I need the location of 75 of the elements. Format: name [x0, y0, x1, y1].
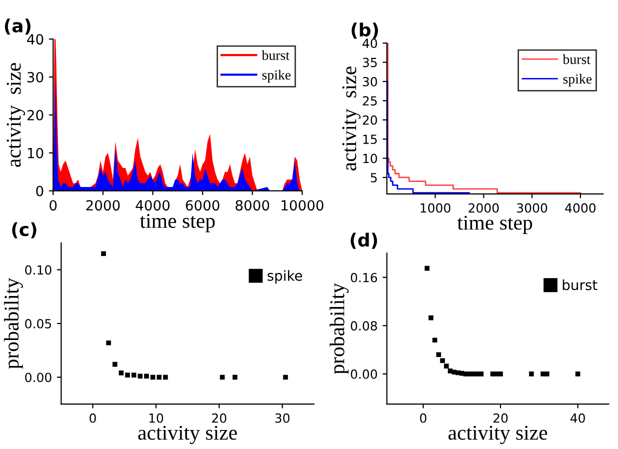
y-tick-label: 20 — [27, 110, 44, 120]
legend-label: spike — [563, 74, 592, 87]
y-axis-title: activity size — [6, 63, 26, 167]
y-axis-title: probability — [4, 278, 23, 369]
point — [163, 374, 168, 380]
y-tick-label: 0.16 — [350, 272, 378, 282]
point — [131, 372, 136, 378]
x-tick-label: 30 — [275, 413, 290, 423]
x-tick-label: 40 — [570, 413, 585, 423]
x-axis-title: activity size — [448, 426, 548, 444]
x-tick-label: 3000 — [517, 203, 548, 213]
x-tick-label: 20 — [493, 413, 508, 423]
y-axis-title: activity size — [342, 66, 361, 170]
y-tick-label: 0.05 — [25, 318, 52, 328]
point — [544, 372, 550, 376]
chart-title: (a) — [4, 18, 30, 35]
x-tick-label: 2000 — [86, 200, 120, 211]
legend-label: spike — [268, 270, 302, 284]
chart-title: (d) — [350, 232, 378, 249]
x-tick-label: 10 — [149, 413, 164, 423]
x-tick-label: 6000 — [186, 200, 220, 211]
point — [436, 352, 442, 358]
point — [478, 372, 484, 376]
x-tick-label: 1000 — [420, 203, 450, 213]
point — [424, 266, 430, 271]
point — [156, 374, 162, 380]
y-tick-label: 35 — [362, 58, 377, 68]
point — [106, 340, 111, 346]
x-tick-label: 8000 — [236, 200, 270, 211]
y-tick-label: 30 — [28, 72, 44, 82]
y-tick-label: 15 — [363, 134, 377, 144]
legend-label: burst — [562, 279, 598, 290]
point — [498, 372, 503, 376]
y-tick-label: 40 — [362, 38, 378, 48]
y-tick-label: 5 — [370, 173, 377, 182]
point — [232, 374, 238, 380]
point — [529, 372, 534, 376]
y-tick-label: 10 — [28, 148, 44, 158]
point — [144, 374, 149, 379]
y-tick-label: 0.00 — [25, 372, 52, 382]
point — [118, 370, 124, 376]
y-tick-label: 10 — [363, 154, 378, 164]
y-tick-label: 0.08 — [350, 321, 377, 331]
point — [444, 364, 449, 368]
point — [112, 362, 118, 367]
legend-label: spike — [262, 70, 291, 82]
point — [432, 338, 438, 343]
x-tick-label: 2000 — [468, 203, 499, 213]
x-tick-label: 10000 — [282, 200, 324, 211]
y-tick-label: 0.10 — [25, 265, 52, 275]
x-tick-label: 0 — [90, 413, 96, 423]
x-axis-title: activity size — [138, 426, 237, 444]
x-tick-label: 4000 — [136, 200, 170, 211]
y-tick-label: 40 — [27, 34, 44, 45]
x-axis-title: time step — [140, 214, 215, 232]
chart-title: (c) — [12, 222, 36, 238]
chart-title: (b) — [352, 22, 378, 39]
point — [428, 315, 434, 320]
y-tick-label: 0.00 — [350, 369, 378, 379]
y-axis-title: probability — [330, 283, 349, 374]
y-tick-label: 20 — [362, 115, 378, 125]
point — [101, 251, 106, 256]
x-tick-label: 4000 — [565, 203, 596, 213]
legend-label: burst — [262, 50, 290, 60]
x-tick-label: 0 — [420, 413, 426, 423]
y-tick-label: 0 — [36, 186, 44, 196]
y-tick-label: 30 — [362, 76, 378, 86]
y-tick-label: 25 — [362, 96, 377, 106]
point — [125, 372, 130, 378]
point — [440, 358, 445, 364]
legend-label: burst — [562, 54, 590, 64]
point — [283, 374, 288, 380]
x-axis-title: time step — [457, 216, 532, 234]
point — [575, 372, 580, 376]
x-tick-label: 20 — [212, 413, 226, 423]
